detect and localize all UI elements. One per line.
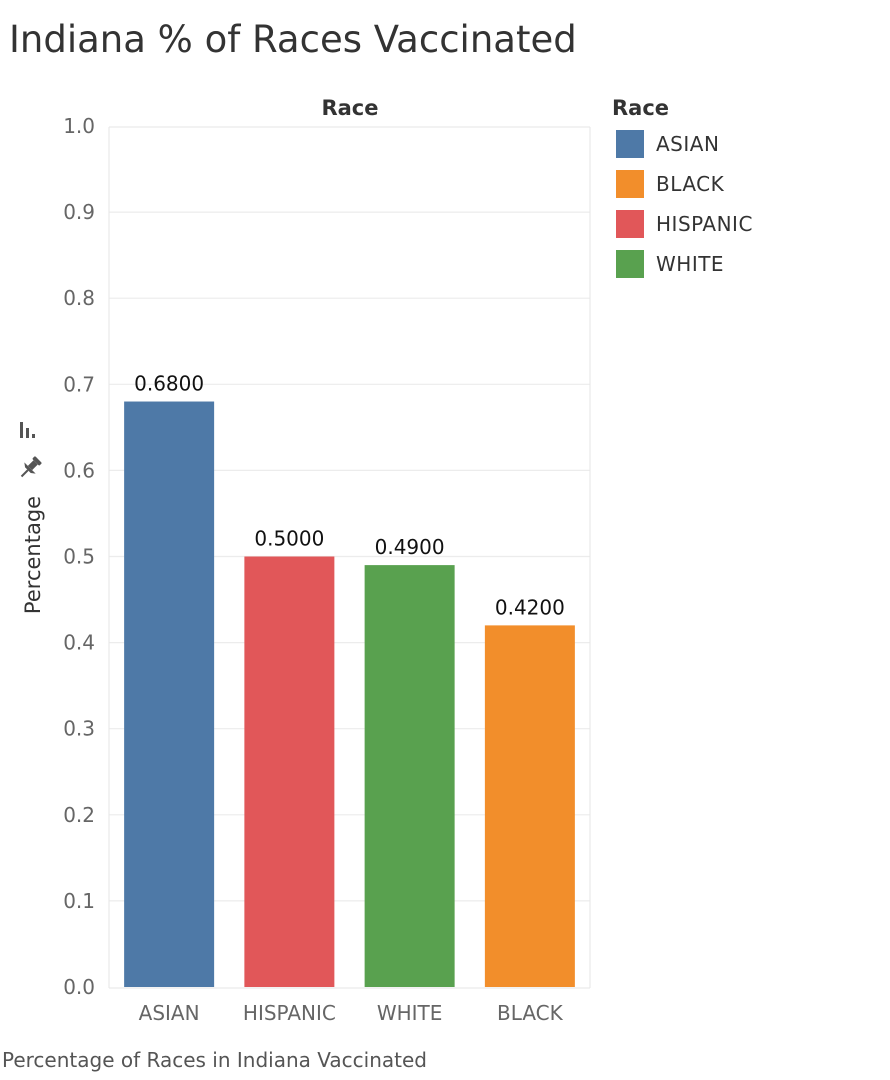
legend-title: Race bbox=[612, 96, 670, 120]
column-header: Race bbox=[321, 96, 378, 120]
chart-caption: Percentage of Races in Indiana Vaccinate… bbox=[2, 1048, 427, 1072]
bar-hispanic[interactable] bbox=[244, 556, 335, 988]
y-tick-label: 0.3 bbox=[63, 717, 95, 741]
pane-borders bbox=[108, 126, 591, 989]
legend-swatch bbox=[616, 210, 644, 238]
x-axis-ticks: ASIAN HISPANIC WHITE BLACK bbox=[139, 1001, 564, 1025]
y-tick-label: 0.4 bbox=[63, 631, 95, 655]
legend-label: BLACK bbox=[656, 172, 725, 196]
bar-black[interactable] bbox=[484, 625, 575, 987]
legend: Race ASIAN BLACK HISPANIC WHITE bbox=[612, 94, 872, 284]
y-tick-label: 0.7 bbox=[63, 372, 95, 396]
y-tick-label: 0.8 bbox=[63, 286, 95, 310]
y-tick-label: 0.5 bbox=[63, 545, 95, 569]
bar-chart-icon[interactable] bbox=[20, 422, 35, 438]
y-axis-ticks: 0.0 0.1 0.2 0.3 0.4 0.5 0.6 0.7 0.8 0.9 1.0 bbox=[63, 114, 95, 999]
legend-swatch bbox=[616, 170, 644, 198]
x-tick-label: ASIAN bbox=[139, 1001, 200, 1025]
legend-label: ASIAN bbox=[656, 132, 720, 156]
y-tick-label: 0.9 bbox=[63, 200, 95, 224]
legend-item-black[interactable]: BLACK bbox=[612, 164, 872, 204]
data-labels: 0.6800 0.5000 0.4900 0.4200 bbox=[134, 372, 565, 620]
bar-asian[interactable] bbox=[124, 401, 215, 987]
legend-label: WHITE bbox=[656, 252, 725, 276]
y-tick-label: 0.6 bbox=[63, 458, 95, 482]
x-tick-label: HISPANIC bbox=[243, 1001, 336, 1025]
x-tick-label: WHITE bbox=[377, 1001, 443, 1025]
legend-item-hispanic[interactable]: HISPANIC bbox=[612, 204, 872, 244]
legend-label: HISPANIC bbox=[656, 212, 753, 236]
y-tick-label: 0.0 bbox=[63, 975, 95, 999]
y-tick-label: 1.0 bbox=[63, 114, 95, 138]
y-tick-label: 0.1 bbox=[63, 889, 95, 913]
data-label: 0.4200 bbox=[495, 595, 565, 619]
data-label: 0.6800 bbox=[134, 372, 204, 396]
legend-swatch bbox=[616, 130, 644, 158]
data-label: 0.5000 bbox=[254, 527, 324, 551]
pin-icon[interactable] bbox=[16, 454, 44, 482]
legend-item-white[interactable]: WHITE bbox=[612, 244, 872, 284]
y-axis-title: Percentage bbox=[21, 496, 45, 614]
data-label: 0.4900 bbox=[375, 535, 445, 559]
chart-title: Indiana % of Races Vaccinated bbox=[9, 18, 577, 61]
bar-chart: Race 0.0 0.1 0.2 0.3 0.4 0.5 0.6 0.7 0.8 0.9 1.0 0… bbox=[16, 96, 591, 1025]
y-tick-label: 0.2 bbox=[63, 803, 95, 827]
x-tick-label: BLACK bbox=[497, 1001, 564, 1025]
legend-swatch bbox=[616, 250, 644, 278]
bar-white[interactable] bbox=[364, 565, 455, 987]
bars bbox=[124, 401, 575, 988]
legend-item-asian[interactable]: ASIAN bbox=[612, 124, 872, 164]
